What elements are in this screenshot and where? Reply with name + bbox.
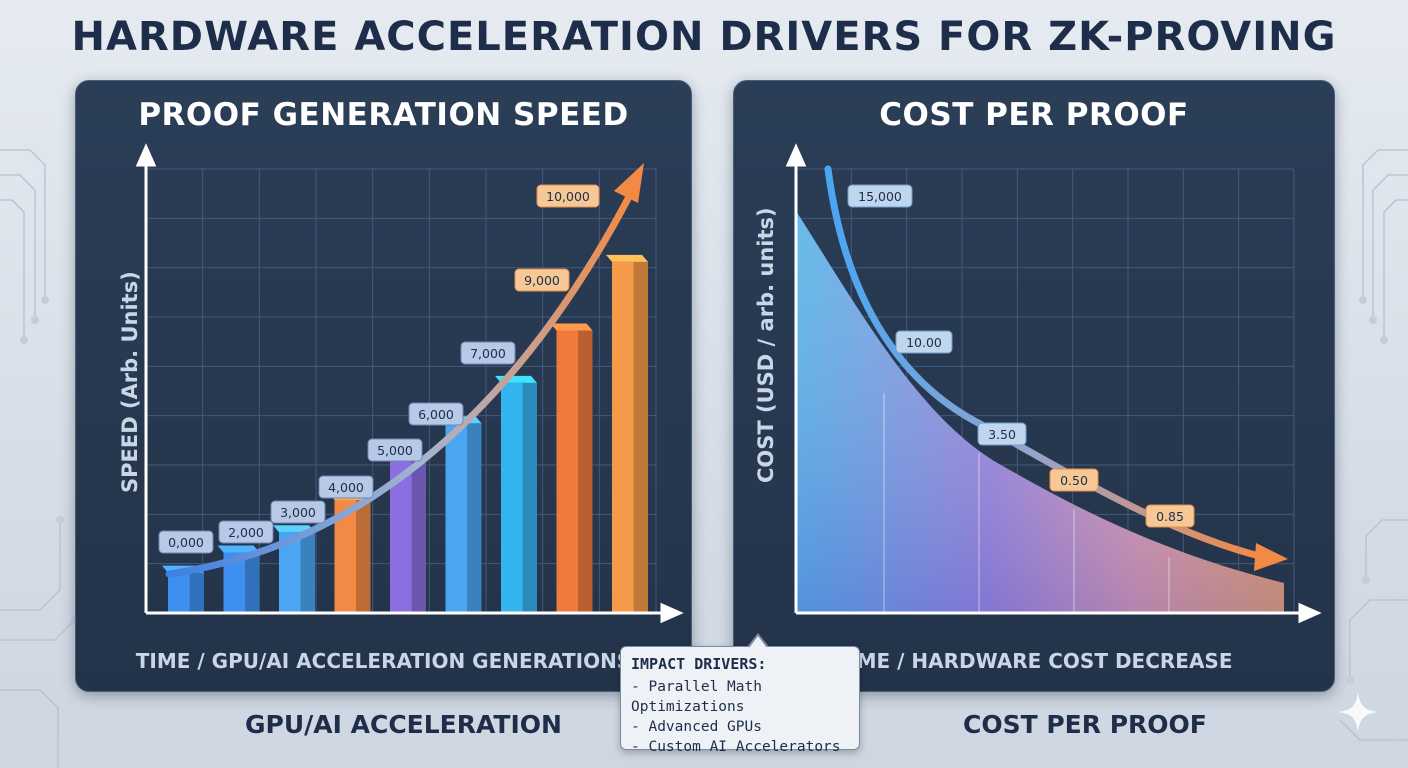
speed-value-label: 5,000 <box>367 438 423 462</box>
svg-text:7,000: 7,000 <box>470 346 506 361</box>
speed-value-label: 3,000 <box>270 500 326 524</box>
cost-area-shade <box>796 211 1284 613</box>
speed-value-label: 6,000 <box>408 402 464 426</box>
speed-bar <box>550 323 593 613</box>
speed-bar <box>439 416 482 613</box>
cost-value-label: 3.50 <box>977 422 1027 446</box>
svg-text:0.50: 0.50 <box>1060 473 1088 488</box>
speed-bar <box>606 254 648 613</box>
svg-text:2,000: 2,000 <box>228 525 264 540</box>
impact-driver-item: - Advanced GPUs <box>631 719 762 735</box>
svg-text:6,000: 6,000 <box>418 407 454 422</box>
speed-chart: 0,000 2,000 3,000 4,000 5,000 6,000 7,000 9,000… <box>135 143 684 624</box>
speed-trend-arrowhead <box>614 163 644 203</box>
speed-value-label: 10,000 <box>536 184 600 208</box>
speed-bar <box>495 375 537 613</box>
svg-text:15,000: 15,000 <box>858 189 902 204</box>
speed-y-axis-arrow <box>135 143 157 167</box>
cost-value-label: 10.00 <box>895 330 953 354</box>
svg-text:10,000: 10,000 <box>546 189 590 204</box>
impact-driver-item: - Parallel Math Optimizations <box>631 679 762 715</box>
cost-x-axis-label: TIME / HARDWARE COST DECREASE <box>835 649 1233 673</box>
speed-x-axis-label: TIME / GPU/AI ACCELERATION GENERATIONS <box>135 649 632 673</box>
speed-value-label: 0,000 <box>158 530 214 554</box>
svg-text:9,000: 9,000 <box>524 273 560 288</box>
right-caption: COST PER PROOF <box>963 710 1207 739</box>
speed-x-axis-arrow <box>660 602 684 624</box>
svg-text:4,000: 4,000 <box>328 480 364 495</box>
svg-text:5,000: 5,000 <box>377 443 413 458</box>
left-caption: GPU/AI ACCELERATION <box>245 710 562 739</box>
speed-chart-panel: PROOF GENERATION SPEED SPEED (Arb. Units… <box>75 80 692 692</box>
speed-bar <box>384 452 426 613</box>
impact-driver-item: - Custom AI Accelerators <box>631 739 841 755</box>
cost-chart-panel: COST PER PROOF COST (USD / arb. units) T… <box>733 80 1335 692</box>
speed-value-label: 9,000 <box>514 268 570 292</box>
cost-chart: 15,000 10.00 3.50 0.50 0.85 <box>785 143 1322 624</box>
impact-drivers-heading: IMPACT DRIVERS: <box>631 655 767 673</box>
svg-text:0,000: 0,000 <box>168 535 204 550</box>
speed-chart-title: PROOF GENERATION SPEED <box>138 97 629 133</box>
cost-value-label: 0.85 <box>1145 504 1195 528</box>
speed-value-label: 2,000 <box>218 520 274 544</box>
svg-text:10.00: 10.00 <box>906 335 942 350</box>
cost-chart-title: COST PER PROOF <box>879 97 1189 133</box>
sparkle-icon <box>1338 692 1378 732</box>
speed-value-label: 7,000 <box>460 341 516 365</box>
speed-value-label: 4,000 <box>318 475 374 499</box>
cost-trend-arrowhead <box>1254 543 1288 571</box>
svg-text:3.50: 3.50 <box>988 427 1016 442</box>
cost-value-label: 0.50 <box>1049 468 1099 492</box>
page-title: HARDWARE ACCELERATION DRIVERS FOR ZK-PRO… <box>71 14 1337 60</box>
cost-x-axis-arrow <box>1298 602 1322 624</box>
speed-trend-line <box>165 189 635 578</box>
svg-text:0.85: 0.85 <box>1156 509 1184 524</box>
cost-y-axis-arrow <box>785 143 807 167</box>
svg-text:3,000: 3,000 <box>280 505 316 520</box>
speed-bar <box>273 525 315 613</box>
cost-value-label: 15,000 <box>847 184 913 208</box>
impact-drivers-box: IMPACT DRIVERS: - Parallel Math Optimiza… <box>620 633 860 755</box>
